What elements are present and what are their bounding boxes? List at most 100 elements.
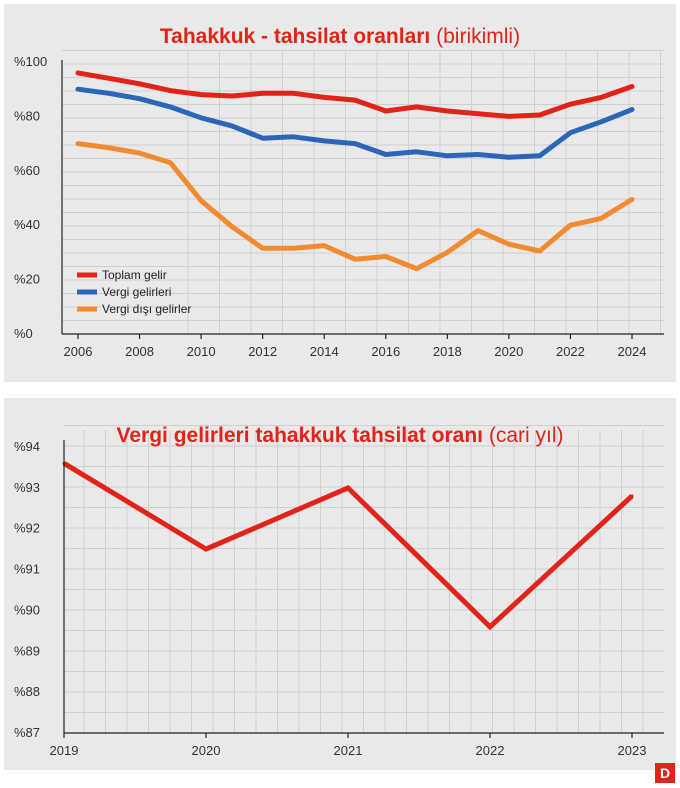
y-axis-ticks: %87 %88 %89 %90 %91 %92 %93 %94: [14, 439, 40, 740]
x-tick-label: 2020: [494, 344, 523, 359]
data-point-vergi-d-gelirler: [507, 242, 511, 246]
data-point-vergi-d-gelirler: [107, 146, 111, 150]
x-tick-label: 2006: [64, 344, 93, 359]
grid: [64, 425, 664, 733]
chart-panel-cumulative: [4, 4, 676, 382]
data-point-vergi-d-gelirler: [415, 267, 419, 271]
data-point-toplam-gelir: [168, 89, 172, 93]
cumulative-rates-chart: Tahakkuk - tahsilat oranları (birikimli)…: [14, 25, 664, 359]
chart-title-main: Tahakkuk - tahsilat oranları: [160, 25, 430, 48]
x-tick-label: 2021: [334, 743, 363, 758]
series-lines: [62, 461, 634, 631]
x-tick-label: 2018: [433, 344, 462, 359]
x-tick-label: 2023: [618, 743, 647, 758]
brand-logo: D: [655, 763, 675, 783]
chart-subtitle: (cari yıl): [489, 424, 564, 447]
y-tick-label: %0: [14, 326, 33, 341]
data-point-tahsilat-orani: [630, 494, 634, 498]
data-point-toplam-gelir: [230, 94, 234, 98]
data-point-vergi-gelirleri: [630, 108, 634, 112]
data-point-toplam-gelir: [291, 91, 295, 95]
data-point-toplam-gelir: [630, 84, 634, 88]
data-point-vergi-gelirleri: [538, 154, 542, 158]
data-point-vergi-d-gelirler: [568, 223, 572, 227]
x-tick-label: 2016: [371, 344, 400, 359]
data-point-tahsilat-orani: [204, 547, 208, 551]
data-point-vergi-d-gelirler: [384, 254, 388, 258]
data-point-vergi-gelirleri: [353, 142, 357, 146]
data-point-toplam-gelir: [507, 114, 511, 118]
x-tick-label: 2024: [618, 344, 647, 359]
chart-title-main: Vergi gelirleri tahakkuk tahsilat oranı: [117, 424, 483, 447]
x-tick-label: 2022: [556, 344, 585, 359]
data-point-toplam-gelir: [107, 76, 111, 80]
data-point-vergi-d-gelirler: [322, 244, 326, 248]
data-point-toplam-gelir: [476, 112, 480, 116]
data-point-vergi-d-gelirler: [476, 229, 480, 233]
data-point-toplam-gelir: [322, 95, 326, 99]
y-tick-label: %100: [14, 54, 47, 69]
data-point-vergi-d-gelirler: [168, 161, 172, 165]
y-tick-label: %91: [14, 562, 40, 577]
y-tick-label: %80: [14, 108, 40, 123]
data-point-tahsilat-orani: [346, 486, 350, 490]
x-tick-label: 2008: [125, 344, 154, 359]
data-point-vergi-gelirleri: [568, 131, 572, 135]
data-point-toplam-gelir: [445, 109, 449, 113]
legend-label: Vergi gelirleri: [102, 285, 171, 299]
data-point-vergi-gelirleri: [168, 105, 172, 109]
x-tick-label: 2022: [476, 743, 505, 758]
data-point-vergi-d-gelirler: [538, 249, 542, 253]
data-point-toplam-gelir: [538, 113, 542, 117]
series-lines: [75, 70, 635, 272]
data-point-vergi-d-gelirler: [138, 151, 142, 155]
y-tick-label: %87: [14, 725, 40, 740]
y-tick-label: %20: [14, 272, 40, 287]
data-point-vergi-d-gelirler: [76, 142, 80, 146]
data-point-vergi-gelirleri: [230, 124, 234, 128]
y-tick-label: %94: [14, 439, 40, 454]
legend: Toplam gelir Vergi gelirleri Vergi dışı ge…: [77, 268, 191, 316]
x-tick-label: 2010: [187, 344, 216, 359]
chart-panel-current-year: [4, 398, 676, 770]
data-point-vergi-gelirleri: [261, 136, 265, 140]
data-point-vergi-gelirleri: [476, 152, 480, 156]
data-point-vergi-d-gelirler: [261, 246, 265, 250]
data-point-tahsilat-orani: [488, 625, 492, 629]
data-point-toplam-gelir: [353, 98, 357, 102]
data-point-toplam-gelir: [261, 91, 265, 95]
y-tick-label: %90: [14, 602, 40, 617]
data-point-vergi-d-gelirler: [230, 225, 234, 229]
y-tick-label: %92: [14, 521, 40, 536]
data-point-toplam-gelir: [199, 93, 203, 97]
legend-label: Toplam gelir: [102, 268, 167, 282]
data-point-toplam-gelir: [76, 71, 80, 75]
data-point-toplam-gelir: [384, 109, 388, 113]
x-tick-label: 2019: [50, 743, 79, 758]
data-point-toplam-gelir: [599, 95, 603, 99]
x-axis-ticks: 2019 2020 2021 2022 2023: [50, 733, 647, 758]
data-point-vergi-gelirleri: [291, 135, 295, 139]
data-point-vergi-gelirleri: [199, 116, 203, 120]
data-point-vergi-d-gelirler: [353, 257, 357, 261]
data-point-vergi-gelirleri: [107, 91, 111, 95]
y-tick-label: %89: [14, 643, 40, 658]
data-point-vergi-gelirleri: [322, 139, 326, 143]
data-point-vergi-gelirleri: [507, 155, 511, 159]
data-point-vergi-gelirleri: [445, 154, 449, 158]
data-point-vergi-gelirleri: [415, 150, 419, 154]
y-axis-ticks: %0 %20 %40 %60 %80 %100: [14, 54, 47, 341]
chart-subtitle: (birikimli): [436, 25, 520, 48]
chart-title: Tahakkuk - tahsilat oranları (birikimli): [160, 25, 520, 48]
y-tick-label: %60: [14, 163, 40, 178]
data-point-vergi-gelirleri: [76, 87, 80, 91]
data-point-toplam-gelir: [138, 82, 142, 86]
data-point-vergi-gelirleri: [384, 152, 388, 156]
y-tick-label: %40: [14, 217, 40, 232]
legend-label: Vergi dışı gelirler: [102, 302, 191, 316]
x-tick-label: 2014: [310, 344, 339, 359]
data-point-toplam-gelir: [415, 105, 419, 109]
data-point-vergi-d-gelirler: [599, 216, 603, 220]
x-tick-label: 2020: [192, 743, 221, 758]
